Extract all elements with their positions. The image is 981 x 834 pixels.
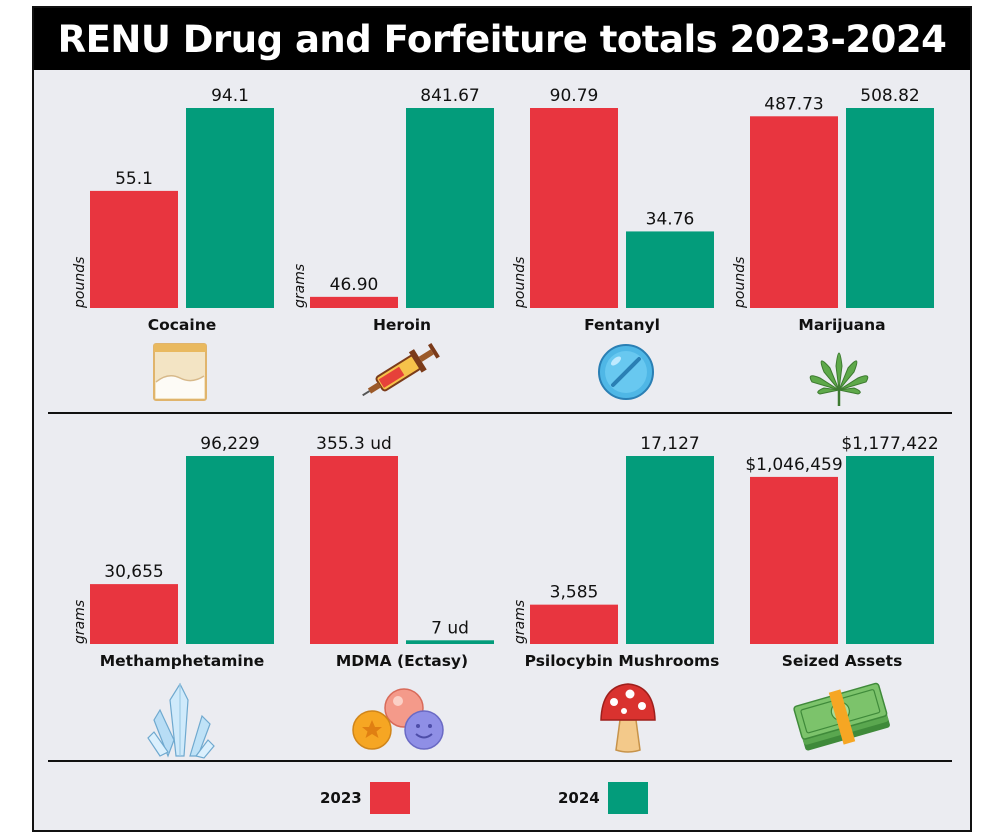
crystals-icon	[147, 682, 215, 759]
unit-label-cocaine: pounds	[72, 257, 88, 309]
bar-seized-assets-2023	[750, 476, 838, 644]
bar-label-mdma-ectasy-2023: 355.3 ud	[316, 434, 392, 454]
category-label-heroin: Heroin	[373, 316, 431, 334]
bar-label-seized-assets-2024: $1,177,422	[841, 434, 938, 454]
bar-mdma-ectasy-2024	[406, 640, 494, 644]
chart-heroin: 46.90 841.67 grams Heroin	[292, 86, 494, 334]
unit-label-psilocybin-mushrooms: grams	[512, 600, 528, 644]
chart-title: RENU Drug and Forfeiture totals 2023-202…	[57, 17, 947, 61]
row-divider-bottom	[48, 760, 952, 762]
cash-stack-icon	[793, 682, 890, 751]
cocaine-bag-icon	[153, 343, 207, 401]
bar-label-heroin-2023: 46.90	[330, 275, 379, 295]
bar-label-seized-assets-2023: $1,046,459	[745, 455, 842, 475]
row-divider-top	[48, 412, 952, 414]
legend: 2023 2024	[34, 778, 970, 818]
bar-marijuana-2023	[750, 116, 838, 309]
chart-methamphetamine: 30,655 96,229 grams Methamphetamine	[72, 434, 274, 670]
legend-swatch-2024	[607, 782, 648, 814]
ecstasy-pills-icon	[352, 688, 444, 750]
chart-fentanyl: 90.79 34.76 pounds Fentanyl	[512, 86, 714, 334]
chart-marijuana: 487.73 508.82 pounds Marijuana	[732, 86, 934, 334]
category-label-fentanyl: Fentanyl	[584, 316, 660, 334]
bar-label-heroin-2024: 841.67	[420, 86, 479, 106]
bar-label-methamphetamine-2024: 96,229	[200, 434, 259, 454]
unit-label-heroin: grams	[292, 264, 308, 308]
bar-label-methamphetamine-2023: 30,655	[104, 562, 163, 582]
bar-heroin-2023	[310, 296, 398, 308]
bar-methamphetamine-2024	[186, 456, 274, 644]
cannabis-leaf-icon	[809, 352, 869, 406]
bar-label-marijuana-2024: 508.82	[860, 86, 919, 106]
bar-marijuana-2024	[846, 108, 934, 308]
bar-label-psilocybin-mushrooms-2023: 3,585	[550, 583, 599, 603]
legend-label-2024: 2024	[558, 789, 600, 807]
syringe-icon	[362, 342, 440, 397]
category-label-seized-assets: Seized Assets	[782, 652, 903, 670]
bar-psilocybin-mushrooms-2023	[530, 604, 618, 644]
legend-item-2024: 2024	[558, 782, 648, 814]
category-label-marijuana: Marijuana	[798, 316, 885, 334]
bar-label-cocaine-2023: 55.1	[115, 169, 153, 189]
infographic-frame: RENU Drug and Forfeiture totals 2023-202…	[32, 6, 972, 832]
chart-mdma-ectasy: 355.3 ud 7 ud MDMA (Ectasy)	[310, 434, 494, 670]
chart-psilocybin-mushrooms: 3,585 17,127 grams Psilocybin Mushrooms	[512, 434, 719, 670]
unit-label-marijuana: pounds	[732, 257, 748, 309]
bar-label-psilocybin-mushrooms-2024: 17,127	[640, 434, 699, 454]
bar-seized-assets-2024	[846, 456, 934, 644]
pill-icon	[598, 344, 654, 400]
category-label-cocaine: Cocaine	[148, 316, 217, 334]
bar-fentanyl-2024	[626, 231, 714, 308]
bar-heroin-2024	[406, 108, 494, 308]
legend-item-2023: 2023	[320, 782, 410, 814]
bar-mdma-ectasy-2023	[310, 456, 398, 644]
unit-label-methamphetamine: grams	[72, 600, 88, 644]
bar-label-marijuana-2023: 487.73	[764, 94, 823, 114]
bar-fentanyl-2023	[530, 108, 618, 308]
mushroom-icon	[600, 683, 656, 753]
bar-psilocybin-mushrooms-2024	[626, 456, 714, 644]
bar-charts: 55.1 94.1 pounds Cocaine 46.90 841.67 grams Her…	[72, 86, 939, 670]
bar-cocaine-2023	[90, 190, 178, 308]
category-label-methamphetamine: Methamphetamine	[100, 652, 265, 670]
bar-methamphetamine-2023	[90, 584, 178, 644]
category-label-psilocybin-mushrooms: Psilocybin Mushrooms	[525, 652, 720, 670]
unit-label-fentanyl: pounds	[512, 257, 528, 309]
bar-label-mdma-ectasy-2024: 7 ud	[431, 618, 469, 638]
chart-cocaine: 55.1 94.1 pounds Cocaine	[72, 86, 274, 334]
chart-seized-assets: $1,046,459$1,177,422 Seized Assets	[745, 434, 938, 670]
category-label-mdma-ectasy: MDMA (Ectasy)	[336, 652, 468, 670]
bar-label-fentanyl-2023: 90.79	[550, 86, 599, 106]
legend-swatch-2023	[369, 782, 410, 814]
bar-label-cocaine-2024: 94.1	[211, 86, 249, 106]
title-bar: RENU Drug and Forfeiture totals 2023-202…	[34, 8, 970, 70]
legend-label-2023: 2023	[320, 789, 362, 807]
bar-label-fentanyl-2024: 34.76	[646, 209, 695, 229]
bar-cocaine-2024	[186, 108, 274, 308]
